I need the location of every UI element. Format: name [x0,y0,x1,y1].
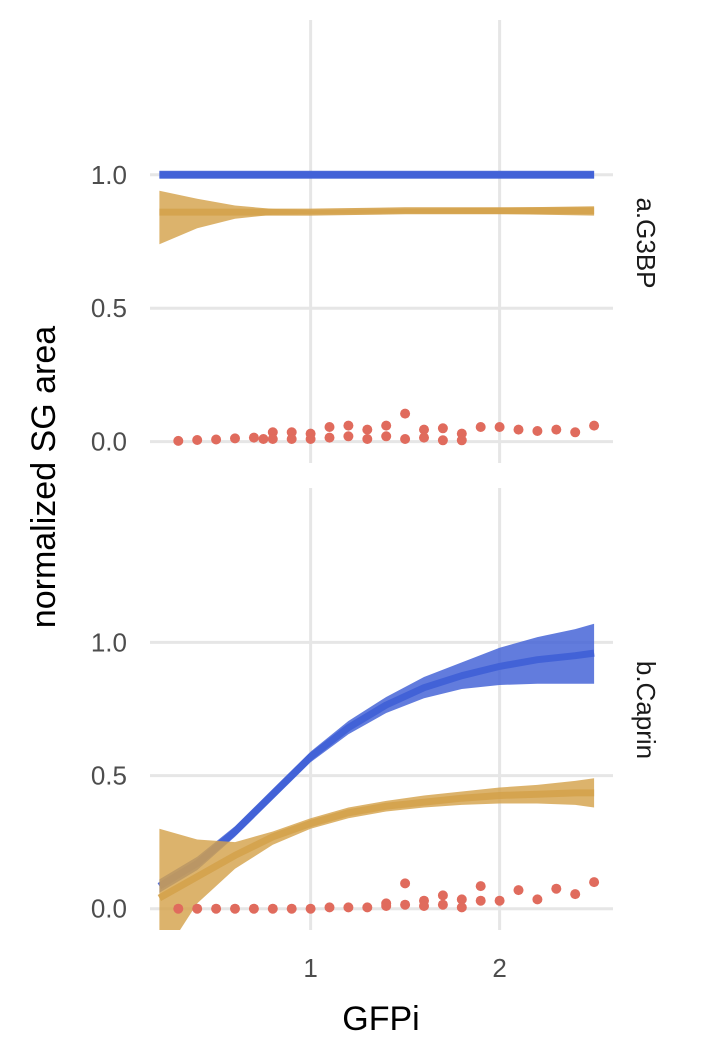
data-point [362,424,373,435]
data-point [381,431,392,442]
panel-series-group [157,623,595,930]
data-point [248,903,259,914]
data-point [324,432,335,443]
x-tick-label: 1 [303,953,317,983]
data-point [400,434,411,444]
data-point [362,902,373,913]
data-point [286,903,297,914]
data-point [475,422,486,432]
data-point [570,889,581,900]
data-point [400,878,411,889]
data-point [456,902,467,913]
data-point [494,422,505,432]
strip-label-bottom: b.Caprin [631,661,661,759]
data-point [437,435,448,446]
data-point [192,903,203,914]
data-point [513,424,524,435]
data-point [343,902,354,913]
data-point [173,435,184,446]
data-point [437,890,448,901]
y-tick-label: 1.0 [91,160,127,190]
data-point [305,903,316,914]
data-point [324,902,335,913]
confidence-ribbon [159,190,595,245]
data-point [475,895,486,906]
data-point [513,885,524,896]
panel-series-group [159,170,595,245]
data-point [305,434,316,444]
data-point [400,899,411,910]
data-point [286,434,297,444]
x-axis-title: GFPi [342,1000,419,1038]
data-point [192,435,203,445]
data-point [437,899,448,910]
data-point [267,434,278,444]
data-point [230,903,240,914]
data-point [381,901,392,911]
y-tick-label: 0.0 [91,427,127,457]
data-point [589,420,600,431]
y-tick-label: 0.0 [91,894,127,924]
y-tick-label: 0.5 [91,293,127,323]
y-axis-title: normalized SG area [25,326,63,628]
strip-label-top: a.G3BP [631,197,661,288]
data-point [456,894,467,905]
data-point [211,434,222,445]
data-point [437,423,448,434]
y-tick-label: 0.5 [91,761,127,791]
data-point [258,434,269,444]
data-point [570,427,581,438]
data-point [362,434,373,444]
points-layer [173,408,600,914]
tick-labels: 0.0 0.5 1.0 0.0 0.5 1.0 1 2 [91,160,507,983]
data-point [494,895,505,906]
data-point [381,420,392,431]
series-layer [157,170,595,930]
fit-line [157,789,595,902]
data-point [419,901,429,911]
data-point [230,433,240,444]
data-point [419,424,429,435]
data-point [551,883,562,894]
data-point [475,881,486,892]
data-point [551,424,562,435]
data-point [267,903,278,914]
data-point [324,422,335,432]
fit-line [157,649,595,890]
confidence-ribbon [159,623,595,893]
data-point [532,426,543,436]
data-point [211,903,222,914]
fit-line [159,207,595,216]
data-point [248,432,259,443]
data-point [589,877,600,888]
data-point [343,431,354,442]
data-point [173,903,184,914]
y-tick-label: 1.0 [91,627,127,657]
data-point [456,435,467,446]
data-point [400,408,411,419]
data-point [419,432,429,443]
data-point [532,894,543,905]
x-tick-label: 2 [492,953,506,983]
data-point [343,420,354,431]
